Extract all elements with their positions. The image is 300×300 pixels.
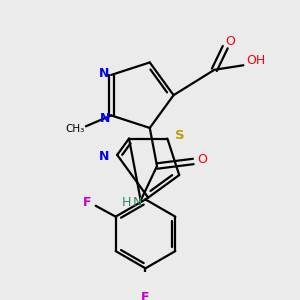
Text: F: F xyxy=(141,291,150,300)
Text: N: N xyxy=(99,150,110,163)
Text: F: F xyxy=(82,196,91,208)
Text: S: S xyxy=(175,129,185,142)
Text: O: O xyxy=(226,35,236,48)
Text: OH: OH xyxy=(246,54,266,67)
Text: N: N xyxy=(100,112,110,124)
Text: CH₃: CH₃ xyxy=(65,124,85,134)
Text: O: O xyxy=(197,153,207,166)
Text: N: N xyxy=(132,196,142,209)
Text: H: H xyxy=(122,196,131,209)
Text: N: N xyxy=(99,67,109,80)
